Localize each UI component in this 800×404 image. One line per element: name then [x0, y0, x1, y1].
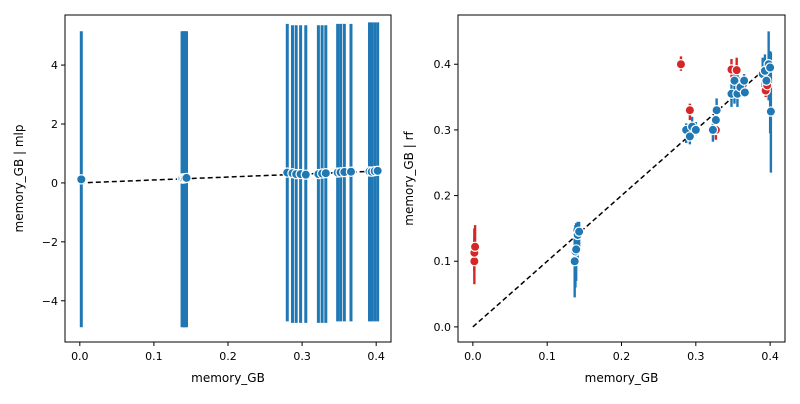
x-tick-label: 0.4	[367, 350, 385, 363]
data-point-s1-p16	[738, 75, 750, 86]
data-point-s0-p0	[76, 174, 87, 185]
y-tick-label: −4	[42, 295, 58, 308]
y-axis-label-rf: memory_GB | rf	[402, 130, 416, 225]
x-tick-label: 0.3	[687, 350, 705, 363]
data-point-s1-p0	[569, 256, 580, 267]
axis-ticks-rf: 0.0 0.1 0.2 0.3 0.4 0.0 0.1 0.2 0.3 0.4	[434, 58, 779, 363]
chart-panel-mlp: 0.0 0.1 0.2 0.3 0.4 −4 −2 0 2 4 memory_GB memory_…	[12, 14, 392, 385]
x-axis-label-mlp: memory_GB	[191, 371, 265, 385]
data-point-s1-p6	[684, 131, 696, 142]
data-point-s1-p20	[761, 75, 772, 86]
y-tick-label: 2	[51, 118, 58, 131]
data-point-s0-p0	[469, 256, 480, 267]
data-point-s1-p11	[711, 105, 722, 116]
y-tick-label: 0.4	[434, 58, 452, 71]
data-point-s0-p20	[372, 165, 383, 177]
data-point-s1-p23	[765, 106, 777, 117]
y-tick-label: −2	[42, 236, 58, 249]
data-point-s0-p4	[684, 105, 696, 116]
x-tick-label: 0.1	[538, 350, 556, 363]
y-tick-label: 4	[51, 59, 58, 72]
x-tick-label: 0.4	[761, 350, 779, 363]
x-tick-label: 0.2	[219, 350, 237, 363]
chart-marks-mlp	[76, 22, 383, 328]
chart-panel-rf: 0.0 0.1 0.2 0.3 0.4 0.0 0.1 0.2 0.3 0.4 memory_GB…	[402, 14, 786, 385]
data-point-s1-p8	[690, 124, 702, 136]
data-point-s1-p2	[570, 244, 582, 255]
x-tick-label: 0.0	[71, 350, 89, 363]
y-tick-label: 0.1	[434, 255, 452, 268]
data-point-s0-p3	[675, 59, 687, 70]
y-axis-label-mlp: memory_GB | mlp	[12, 125, 26, 233]
x-axis-label-rf: memory_GB	[585, 371, 659, 385]
x-tick-label: 0.2	[613, 350, 631, 363]
y-tick-label: 0.3	[434, 124, 452, 137]
x-tick-label: 0.1	[145, 350, 163, 363]
data-point-s0-p2	[469, 241, 481, 252]
y-tick-label: 0.2	[434, 190, 452, 203]
x-tick-label: 0.3	[293, 350, 311, 363]
chart-marks-rf	[469, 31, 777, 328]
reference-line	[79, 170, 377, 184]
data-point-s0-p12	[320, 167, 331, 179]
data-point-s0-p9	[300, 169, 311, 180]
y-tick-label: 0	[51, 177, 58, 190]
axis-ticks-mlp: 0.0 0.1 0.2 0.3 0.4 −4 −2 0 2 4	[42, 59, 385, 363]
x-tick-label: 0.0	[464, 350, 482, 363]
y-tick-label: 0.0	[434, 321, 452, 334]
data-point-s1-p17	[739, 87, 751, 98]
data-point-s0-p4	[181, 172, 192, 184]
data-point-s1-p22	[764, 62, 776, 73]
data-point-s1-p4	[573, 226, 585, 237]
data-point-s0-p16	[345, 166, 357, 177]
data-point-s1-p10	[710, 114, 722, 126]
data-point-s1-p9	[707, 124, 719, 136]
data-point-s0-p7	[731, 64, 742, 76]
